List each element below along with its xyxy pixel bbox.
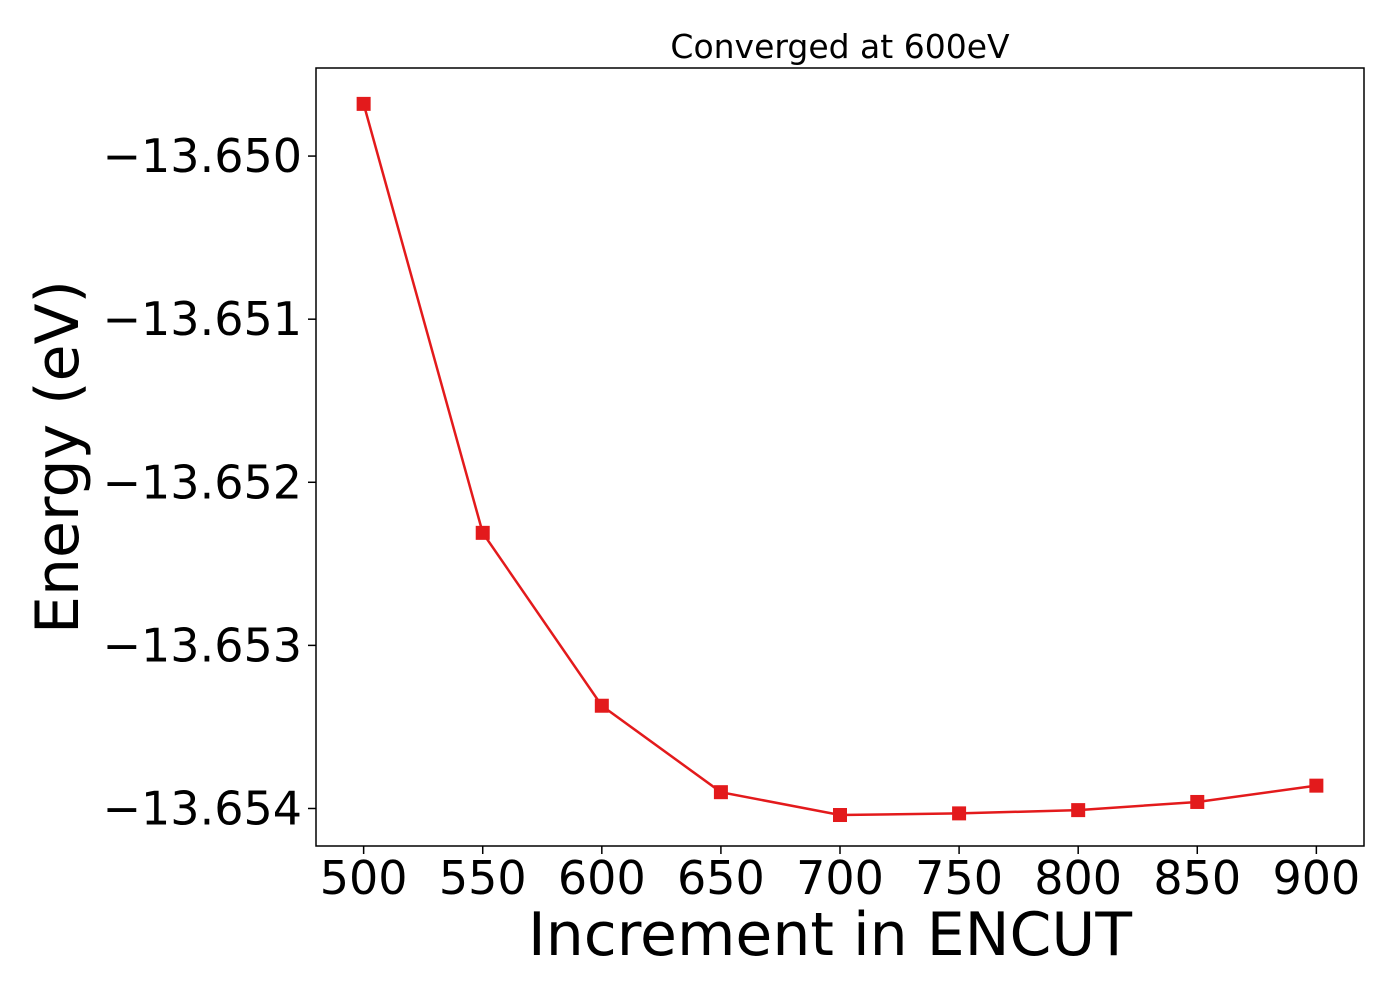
series-group — [356, 96, 1324, 823]
data-point — [1309, 778, 1324, 793]
x-tick-label: 650 — [677, 851, 765, 905]
data-point — [1071, 803, 1086, 818]
y-tick-label: −13.650 — [103, 129, 303, 183]
chart-title: Converged at 600eV — [670, 27, 1010, 66]
x-tick-label: 900 — [1272, 851, 1360, 905]
y-tick-label: −13.651 — [103, 292, 303, 346]
y-tick-label: −13.653 — [103, 618, 303, 672]
x-tick-label: 750 — [915, 851, 1003, 905]
plot-area — [315, 67, 1365, 847]
x-tick-label: 700 — [796, 851, 884, 905]
data-point — [356, 96, 371, 111]
x-tick-label: 500 — [320, 851, 408, 905]
x-tick-label: 600 — [558, 851, 646, 905]
x-axis-label: Increment in ENCUT — [528, 900, 1132, 970]
data-point — [713, 785, 728, 800]
y-axis-ticks: −13.650 −13.651 −13.652 −13.653 −13.654 — [103, 129, 316, 835]
y-axis-label: Energy (eV) — [23, 280, 93, 634]
data-point — [1190, 794, 1205, 809]
data-point — [833, 808, 847, 823]
data-point — [952, 806, 967, 821]
x-tick-label: 850 — [1153, 851, 1241, 905]
x-tick-label: 800 — [1034, 851, 1122, 905]
y-tick-label: −13.654 — [103, 781, 303, 835]
data-point — [594, 698, 609, 713]
data-point — [475, 525, 490, 540]
x-axis-ticks: 500 550 600 650 700 750 800 850 900 — [320, 846, 1360, 905]
x-tick-label: 550 — [439, 851, 527, 905]
y-tick-label: −13.652 — [103, 455, 303, 509]
